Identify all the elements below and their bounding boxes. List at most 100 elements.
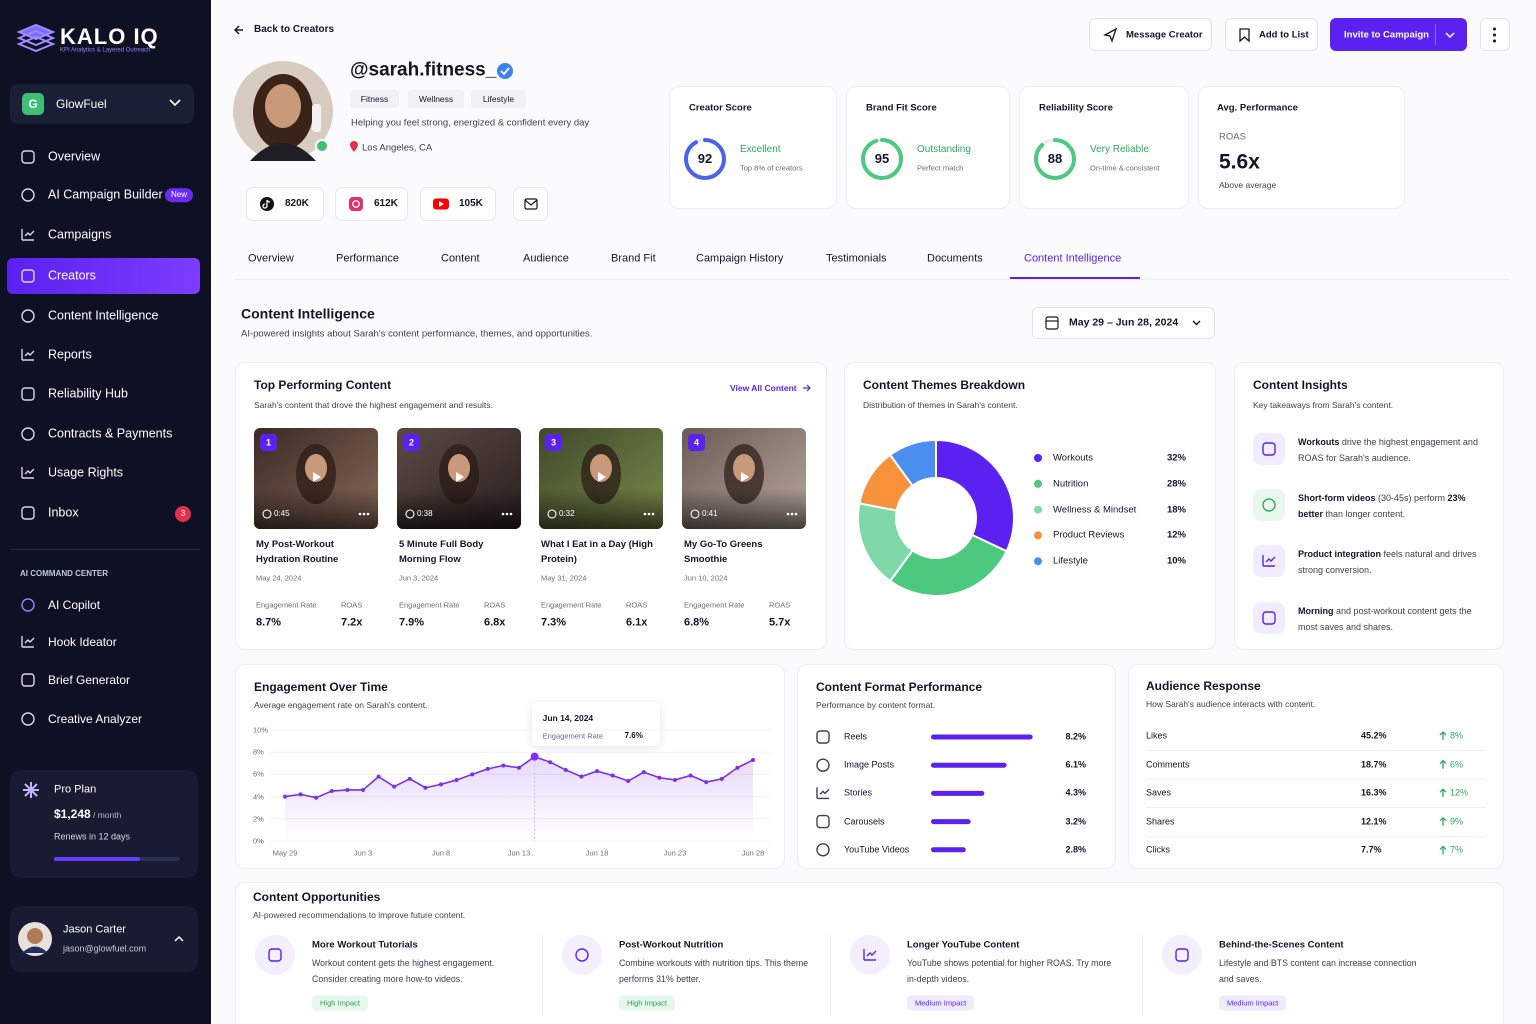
line-point <box>704 780 709 785</box>
icon <box>1175 948 1189 962</box>
score-value: 95 <box>874 151 890 167</box>
metric-value: 7.9% <box>399 616 425 629</box>
bar <box>931 819 971 825</box>
score-note: Perfect match <box>917 163 964 173</box>
line-point <box>673 777 677 782</box>
icon <box>1262 611 1276 625</box>
icon <box>1262 555 1276 567</box>
more-dot <box>362 512 366 516</box>
line-point <box>610 773 615 778</box>
tab[interactable]: Content Intelligence <box>1024 252 1122 265</box>
social-chip[interactable] <box>246 187 324 221</box>
mail-flap <box>524 199 538 206</box>
more-dot <box>501 512 505 516</box>
nav-label[interactable]: Inbox <box>48 505 79 520</box>
invite-label: Invite to Campaign <box>1344 29 1429 41</box>
icon <box>1262 442 1276 456</box>
invite-button[interactable] <box>1330 18 1467 51</box>
opportunity-icon-bg <box>850 935 890 975</box>
nav-active[interactable] <box>7 258 200 294</box>
line-point <box>345 787 350 792</box>
nav-label[interactable]: Usage Rights <box>48 465 124 480</box>
tab[interactable]: Performance <box>336 252 399 265</box>
icon <box>816 758 830 772</box>
nav-label[interactable]: Reports <box>48 347 92 362</box>
tool-label[interactable]: Hook Ideator <box>48 634 117 649</box>
icon <box>268 948 282 962</box>
avg-title: Avg. Performance <box>1217 102 1298 114</box>
donut-segment <box>935 438 1015 553</box>
opportunity-title: Behind-the-Scenes Content <box>1219 939 1344 951</box>
nav-badge: New <box>164 188 194 202</box>
tool-label[interactable]: AI Copilot <box>48 597 101 612</box>
bar-value: 6.1% <box>1065 759 1086 770</box>
tab[interactable]: Brand Fit <box>611 252 656 265</box>
nav-label[interactable]: Campaigns <box>48 227 112 242</box>
line-point <box>579 774 584 779</box>
plan-progress-fill <box>54 857 140 861</box>
line-point <box>407 776 412 781</box>
tab-underline <box>1010 277 1140 279</box>
insight-part: Short-form videos <box>1298 493 1376 503</box>
opportunity-divider <box>1142 935 1143 1015</box>
creator-handle: @sarah.fitness_ <box>350 59 497 81</box>
nav-label[interactable]: Overview <box>48 149 101 164</box>
nav-label[interactable]: Creators <box>48 268 96 283</box>
insight-part: than longer content. <box>1323 509 1406 519</box>
user-avatar-face <box>27 928 43 944</box>
audience-change: 9% <box>1450 816 1464 827</box>
tab[interactable]: Audience <box>523 252 569 265</box>
view-all-link[interactable]: View All Content <box>730 382 797 393</box>
tool-label[interactable]: Creative Analyzer <box>48 711 143 726</box>
tag-label: Fitness <box>360 93 389 104</box>
nav-label[interactable]: Content Intelligence <box>48 308 159 323</box>
social-chip[interactable] <box>335 187 408 221</box>
line-point <box>517 765 521 770</box>
tooltip-value: 7.6% <box>624 731 643 741</box>
avg-performance-card <box>1198 86 1405 209</box>
y-tick-label: 10% <box>253 725 269 735</box>
card-title: Engagement Over Time <box>254 679 388 694</box>
y-tick-label: 0% <box>253 836 264 846</box>
legend-label: Workouts <box>1053 452 1093 464</box>
tab[interactable]: Content <box>441 252 480 265</box>
content-date: Jun 3, 2024 <box>399 573 439 583</box>
insight-part: Workouts <box>1298 437 1340 447</box>
nav-count: 3 <box>180 509 186 519</box>
tooltip-date: Jun 14, 2024 <box>542 712 594 723</box>
tag-pill <box>471 90 526 108</box>
more-dot <box>794 512 798 516</box>
line-point <box>751 757 755 762</box>
opportunity-icon-bg <box>255 935 295 975</box>
message-label: Message Creator <box>1126 29 1203 41</box>
score-label: Very Reliable <box>1090 144 1149 155</box>
metric-label: ROAS <box>769 600 791 610</box>
icon <box>21 712 35 726</box>
tab[interactable]: Testimonials <box>826 252 887 265</box>
tab[interactable]: Campaign History <box>696 252 784 265</box>
rank: 1 <box>265 437 272 448</box>
audience-change: 8% <box>1450 730 1464 741</box>
rank: 3 <box>550 437 557 448</box>
y-tick-label: 8% <box>253 747 264 757</box>
rank-badge <box>260 434 277 451</box>
insight-icon-box <box>1253 433 1285 465</box>
add-list-button[interactable] <box>1225 18 1318 51</box>
icon <box>21 229 35 241</box>
opportunity-text: Workout content gets the highest engagem… <box>312 958 495 984</box>
tab[interactable]: Documents <box>927 252 983 265</box>
icon <box>21 309 35 323</box>
legend-value: 28% <box>1166 478 1186 490</box>
back-link[interactable]: Back to Creators <box>254 24 335 35</box>
avatar-body <box>250 143 316 161</box>
tooltip <box>531 702 660 746</box>
nav-label[interactable]: Reliability Hub <box>48 386 128 401</box>
message-button[interactable] <box>1089 18 1212 51</box>
tab[interactable]: Overview <box>248 252 294 265</box>
social-chip[interactable] <box>420 187 496 221</box>
nav-label[interactable]: Contracts & Payments <box>48 426 173 441</box>
nav-label[interactable]: AI Campaign Builder <box>48 187 163 202</box>
duration: 0:41 <box>702 509 718 519</box>
date-picker[interactable] <box>1032 307 1215 339</box>
tool-label[interactable]: Brief Generator <box>48 672 131 687</box>
